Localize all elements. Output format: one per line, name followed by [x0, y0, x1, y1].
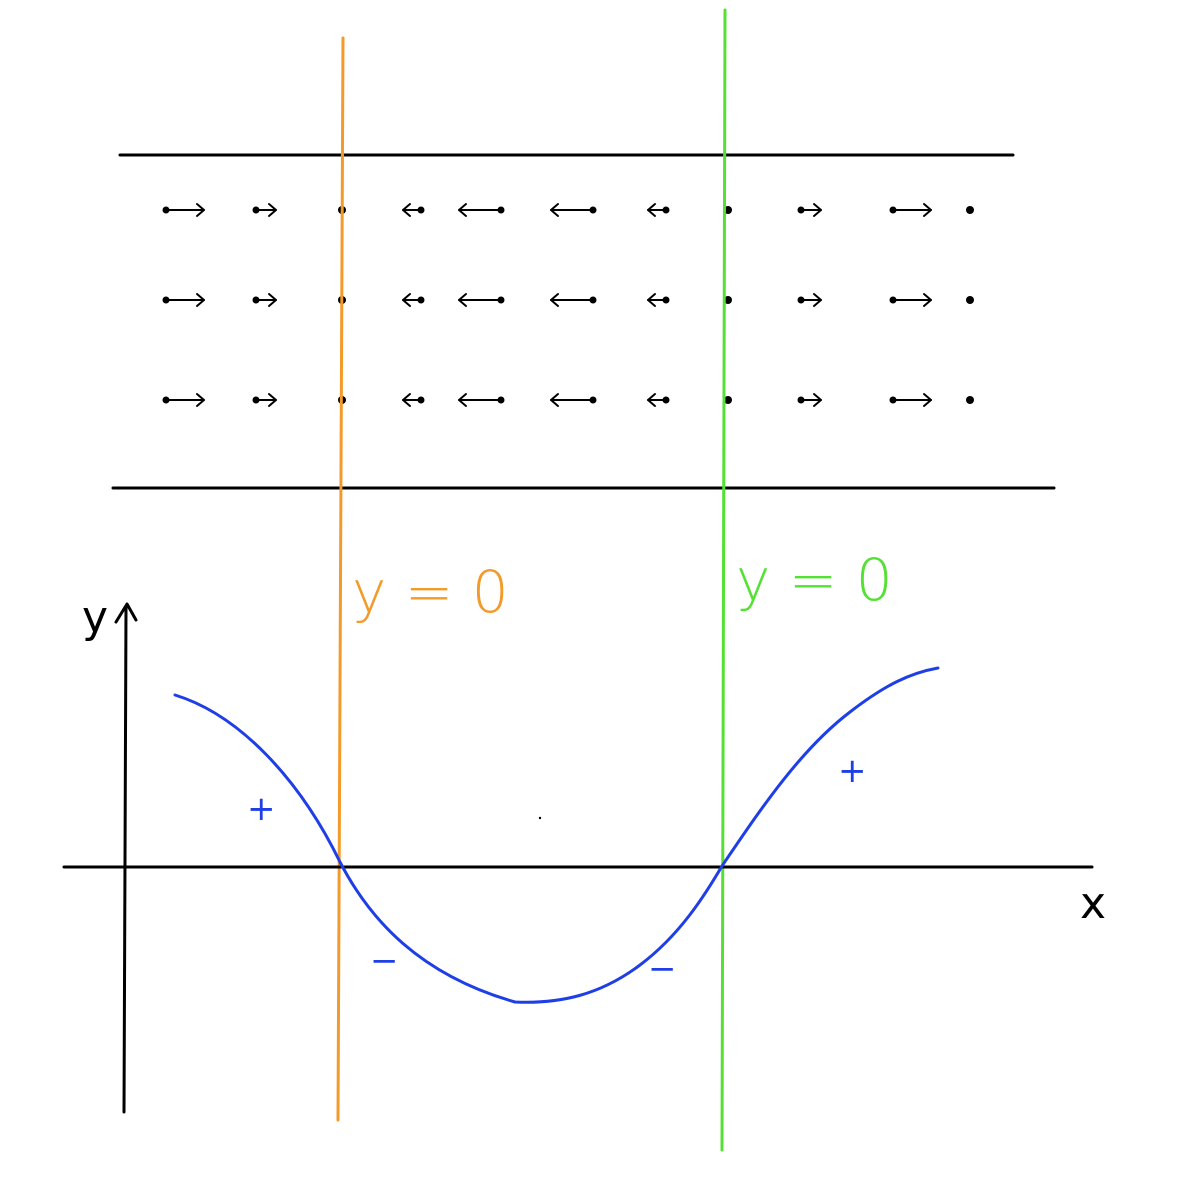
y-axis — [122, 606, 128, 1114]
minus-sign-left: − — [370, 941, 399, 981]
arrow-icon — [889, 203, 932, 217]
y-axis-label: y — [82, 592, 108, 643]
arrow-icon — [402, 203, 425, 217]
arrow-icon — [458, 393, 505, 407]
arrow-icon — [647, 393, 670, 407]
orange-equilibrium-label: y = 0 — [352, 558, 509, 626]
arrow-icon — [252, 203, 277, 217]
arrow-icon — [889, 393, 932, 407]
arrow-icon — [402, 293, 425, 307]
arrowhead-up-icon — [114, 602, 138, 624]
arrow-icon — [797, 393, 822, 407]
equilibrium-line-green — [720, 8, 727, 1152]
solution-curve — [173, 666, 940, 1004]
dot-icon — [724, 396, 732, 404]
arrow-icon — [550, 293, 597, 307]
arrow-icon — [647, 293, 670, 307]
arrow-icon — [550, 393, 597, 407]
stray-dot — [538, 816, 542, 820]
dot-icon — [724, 296, 732, 304]
arrow-icon — [162, 393, 205, 407]
dot-icon — [724, 206, 732, 214]
plus-sign-right: + — [838, 751, 867, 791]
arrow-icon — [162, 203, 205, 217]
green-equilibrium-label: y = 0 — [736, 546, 893, 614]
dot-icon — [966, 296, 974, 304]
equilibrium-line-orange — [336, 36, 345, 1122]
minus-sign-right: − — [648, 949, 677, 989]
arrow-icon — [458, 293, 505, 307]
arrow-icon — [162, 293, 205, 307]
arrow-icon — [252, 393, 277, 407]
arrow-icon — [889, 293, 932, 307]
dot-icon — [966, 206, 974, 214]
plus-sign-left: + — [247, 789, 276, 829]
arrow-icon — [458, 203, 505, 217]
x-axis-label: x — [1080, 878, 1106, 929]
arrow-icon — [252, 293, 277, 307]
direction-field — [162, 203, 974, 407]
arrow-icon — [797, 203, 822, 217]
arrow-icon — [647, 203, 670, 217]
dot-icon — [966, 396, 974, 404]
arrow-icon — [550, 203, 597, 217]
arrow-icon — [402, 393, 425, 407]
arrow-icon — [797, 293, 822, 307]
